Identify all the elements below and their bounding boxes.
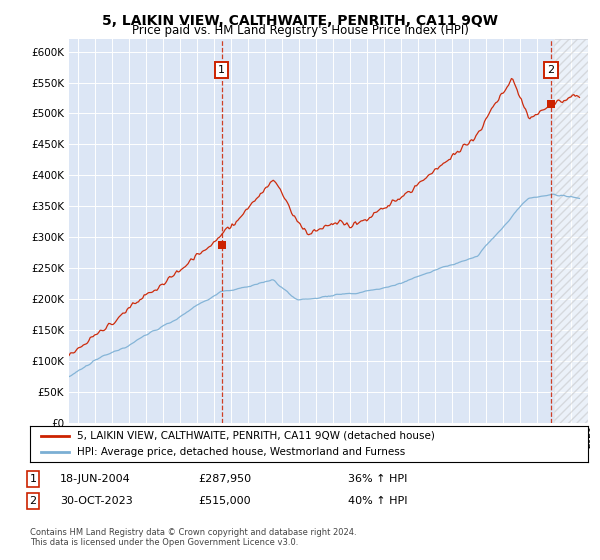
Text: £287,950: £287,950 [198,474,251,484]
Text: 1: 1 [29,474,37,484]
Text: 1: 1 [218,65,225,75]
Text: 5, LAIKIN VIEW, CALTHWAITE, PENRITH, CA11 9QW (detached house): 5, LAIKIN VIEW, CALTHWAITE, PENRITH, CA1… [77,431,436,441]
Text: HPI: Average price, detached house, Westmorland and Furness: HPI: Average price, detached house, West… [77,447,406,457]
Bar [554,39,588,423]
Text: £515,000: £515,000 [198,496,251,506]
Text: 36% ↑ HPI: 36% ↑ HPI [348,474,407,484]
Text: 2: 2 [548,65,554,75]
Text: 30-OCT-2023: 30-OCT-2023 [60,496,133,506]
Text: 2: 2 [29,496,37,506]
Text: Price paid vs. HM Land Registry's House Price Index (HPI): Price paid vs. HM Land Registry's House … [131,24,469,37]
Text: Contains HM Land Registry data © Crown copyright and database right 2024.
This d: Contains HM Land Registry data © Crown c… [30,528,356,547]
Text: 40% ↑ HPI: 40% ↑ HPI [348,496,407,506]
Text: 18-JUN-2004: 18-JUN-2004 [60,474,131,484]
Text: 5, LAIKIN VIEW, CALTHWAITE, PENRITH, CA11 9QW: 5, LAIKIN VIEW, CALTHWAITE, PENRITH, CA1… [102,14,498,28]
